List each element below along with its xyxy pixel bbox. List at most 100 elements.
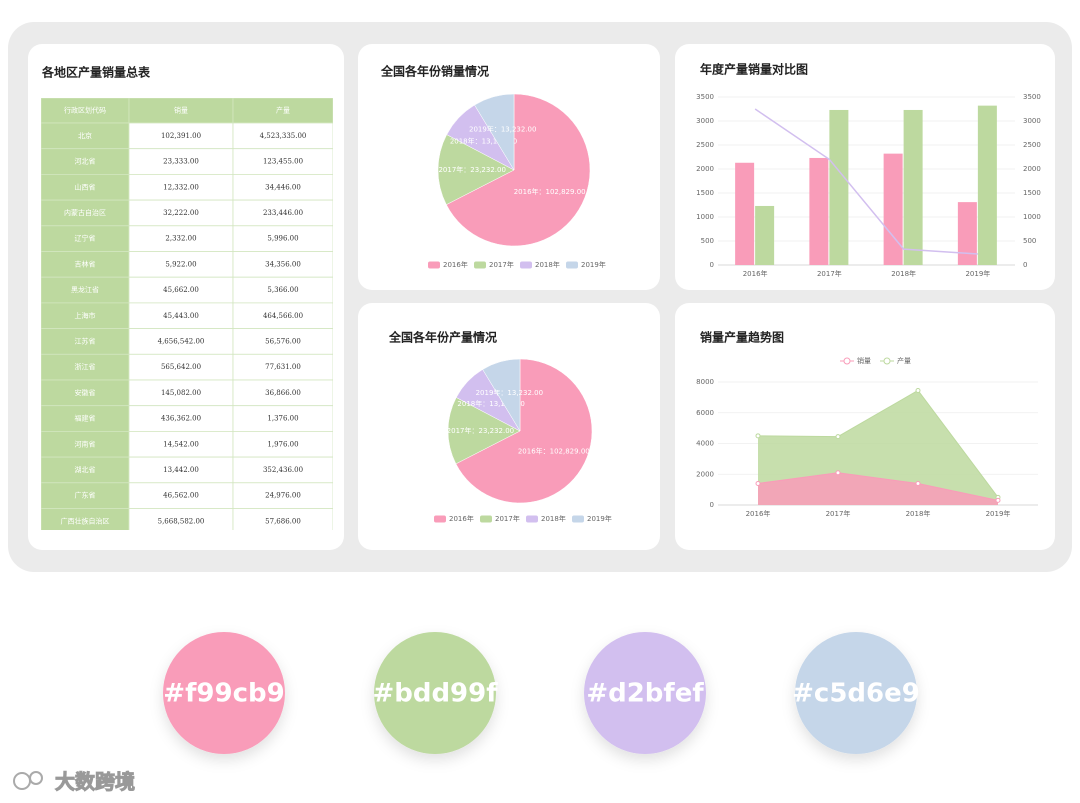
- table-text: 34,446.00: [265, 183, 301, 191]
- legend-swatch: [520, 261, 532, 269]
- y2-tick-label: 3500: [1023, 93, 1041, 101]
- table-text: 5,366.00: [267, 286, 298, 294]
- table-text: 34,356.00: [265, 260, 301, 268]
- table-text: 河南省: [75, 439, 96, 448]
- point: [835, 434, 841, 440]
- x-tick-label: 2018年: [891, 269, 916, 278]
- table-cell: [128, 328, 234, 355]
- y2-tick-label: 500: [1023, 237, 1036, 245]
- swatches: #f99cb9 #bdd99f #d2bfef #c5d6e9: [163, 632, 920, 754]
- data-label: 2018年：13,122.00: [457, 399, 524, 408]
- table-cell: [41, 98, 130, 124]
- table-cell: [232, 122, 333, 150]
- table-text: 45,662.00: [163, 286, 199, 294]
- swatch-label: #f99cb9: [163, 679, 284, 709]
- table-text: 46,562.00: [163, 492, 199, 500]
- y-tick-label: 6000: [696, 409, 714, 417]
- table-cell: [128, 405, 234, 432]
- legend-label: 2019年: [587, 514, 612, 523]
- table-text: 4,523,335.00: [260, 132, 307, 140]
- legend-swatch: [434, 515, 446, 523]
- legend-label: 2018年: [535, 260, 560, 269]
- y-tick-label: 2500: [696, 141, 714, 149]
- x-tick-label: 2016年: [746, 509, 771, 518]
- bar: [735, 162, 755, 265]
- legend-label: 2016年: [443, 260, 468, 269]
- table-header: 产量: [276, 106, 290, 115]
- table-cell: [232, 508, 333, 530]
- y2-tick-label: 1500: [1023, 189, 1041, 197]
- table-cell: [41, 328, 130, 355]
- y-tick-label: 500: [701, 237, 714, 245]
- legend-swatch: [566, 261, 578, 269]
- x-tick-label: 2016年: [743, 269, 768, 278]
- table-text: 安徽省: [75, 388, 96, 397]
- table-text: 上海市: [75, 311, 96, 320]
- bar: [977, 105, 997, 265]
- table-text: 浙江省: [75, 362, 96, 371]
- table-text: 福建省: [75, 414, 96, 423]
- table-text: 13,442.00: [163, 466, 199, 474]
- table-text: 57,686.00: [265, 517, 301, 525]
- table-cell: [128, 173, 234, 201]
- table-text: 145,082.00: [161, 389, 201, 397]
- legend-marker: [883, 357, 891, 365]
- y-tick-label: 1500: [696, 189, 714, 197]
- table-cell: [232, 430, 333, 458]
- table-text: 5,668,582.00: [158, 517, 205, 525]
- legend-label: 销量: [857, 356, 871, 365]
- y-tick-label: 0: [710, 501, 714, 509]
- y2-tick-label: 0: [1023, 261, 1027, 269]
- swatch: [795, 632, 917, 754]
- table-text: 352,436.00: [263, 466, 303, 474]
- bar: [755, 205, 775, 265]
- pie-slice: [437, 134, 515, 205]
- swatch-label: #d2bfef: [586, 679, 704, 709]
- table-text: 广西壮族自治区: [61, 516, 110, 525]
- table-cell: [232, 302, 333, 329]
- pie-slice: [455, 358, 593, 504]
- table-title: 各地区产量销量总表: [41, 65, 151, 80]
- table-text: 2,332.00: [165, 235, 196, 243]
- legend-label: 2017年: [495, 514, 520, 523]
- table-cell: [41, 302, 130, 329]
- table-text: 56,576.00: [265, 337, 301, 345]
- table-text: 436,362.00: [161, 415, 201, 423]
- table-cell: [128, 98, 234, 124]
- data-label: 2016年：102,829.00: [518, 447, 590, 456]
- table-cell: [232, 405, 333, 432]
- chart-title: 年度产量销量对比图: [700, 62, 808, 77]
- table-cell: [41, 199, 130, 227]
- data-label: 2017年：23,232.00: [447, 426, 514, 435]
- chart-title: 全国各年份产量情况: [388, 330, 497, 345]
- legend-label: 产量: [897, 356, 911, 365]
- table-text: 102,391.00: [161, 132, 201, 140]
- table-cell: [232, 199, 333, 227]
- swatch: [584, 632, 706, 754]
- table-text: 5,996.00: [267, 235, 298, 243]
- y-tick-label: 8000: [696, 378, 714, 386]
- x-tick-label: 2019年: [965, 269, 990, 278]
- pie-slice: [482, 358, 521, 432]
- table-cell: [128, 430, 234, 458]
- table-cell: [41, 276, 130, 304]
- watermark: 大数跨境: [55, 770, 135, 794]
- x-tick-label: 2017年: [817, 269, 842, 278]
- bar: [883, 153, 903, 265]
- table-text: 湖北省: [75, 465, 96, 474]
- table-text: 23,333.00: [163, 158, 199, 166]
- point: [835, 470, 841, 476]
- table-text: 山西省: [75, 182, 96, 191]
- table-text: 北京: [78, 131, 92, 140]
- table-cell: [232, 173, 333, 201]
- point: [755, 480, 761, 486]
- table-cell: [232, 328, 333, 355]
- bar: [829, 109, 849, 266]
- y-tick-label: 2000: [696, 165, 714, 173]
- bar: [809, 157, 829, 265]
- table-cell: [128, 225, 234, 252]
- point: [755, 433, 761, 439]
- legend-label: 2018年: [541, 514, 566, 523]
- x-tick-label: 2017年: [826, 509, 851, 518]
- table-cell: [41, 251, 130, 278]
